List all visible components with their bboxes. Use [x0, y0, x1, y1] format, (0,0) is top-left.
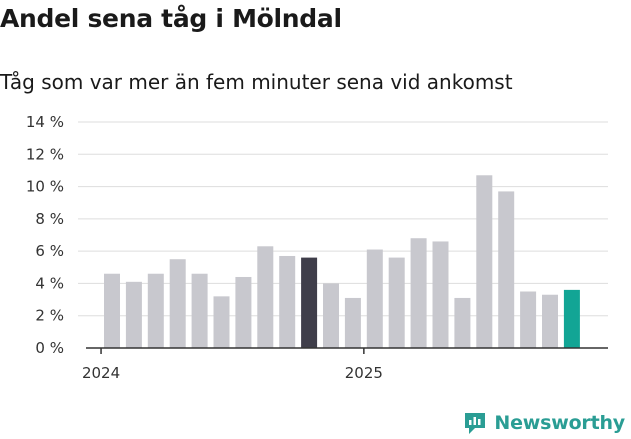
bar-2025-09 — [542, 294, 558, 348]
bar-2024-08 — [257, 246, 274, 348]
bar-2024-03 — [147, 273, 164, 348]
bar-2025-10 — [563, 289, 580, 348]
y-tick-label: 12 % — [26, 145, 64, 163]
y-tick-label: 8 % — [35, 210, 64, 228]
y-tick-label: 14 % — [26, 113, 64, 131]
bar-2024-06 — [213, 296, 230, 348]
bar-2024-07 — [235, 276, 252, 348]
bar-2024-02 — [125, 281, 142, 348]
newsworthy-logo: Newsworthy — [462, 408, 625, 438]
bars — [104, 175, 580, 348]
bar-2024-09 — [279, 255, 296, 348]
bar-2024-01 — [104, 273, 120, 348]
y-tick-label: 0 % — [35, 339, 64, 357]
newsworthy-logo-icon — [465, 413, 486, 434]
y-tick-label: 4 % — [35, 274, 64, 292]
x-tick-label: 2025 — [345, 364, 383, 382]
y-tick-label: 10 % — [26, 178, 64, 196]
bar-2025-03 — [410, 238, 427, 348]
y-tick-label: 2 % — [35, 307, 64, 325]
bar-2025-05 — [454, 297, 471, 348]
bar-2025-06 — [476, 175, 493, 348]
chart-title: Andel sena tåg i Mölndal — [0, 4, 342, 33]
bar-2024-12 — [344, 297, 361, 348]
bar-2024-10 — [301, 257, 318, 348]
bar-2024-05 — [191, 273, 208, 348]
bar-2024-11 — [323, 283, 339, 348]
bar-2025-01 — [366, 249, 383, 348]
bar-2025-04 — [432, 241, 449, 348]
y-tick-label: 6 % — [35, 242, 64, 260]
bar-2025-07 — [498, 191, 515, 348]
x-tick-label: 2024 — [82, 364, 120, 382]
brand-name: Newsworthy — [494, 412, 625, 434]
chart-subtitle: Tåg som var mer än fem minuter sena vid … — [0, 70, 513, 94]
bar-2024-04 — [169, 259, 186, 348]
y-axis-ticks: 0 % 2 % 4 % 6 % 8 % 10 % 12 % 14 % — [26, 113, 64, 357]
bar-2025-08 — [520, 291, 537, 348]
x-axis: 2024 2025 — [82, 347, 608, 382]
grid-lines — [78, 121, 608, 317]
bar-2025-02 — [388, 257, 405, 348]
